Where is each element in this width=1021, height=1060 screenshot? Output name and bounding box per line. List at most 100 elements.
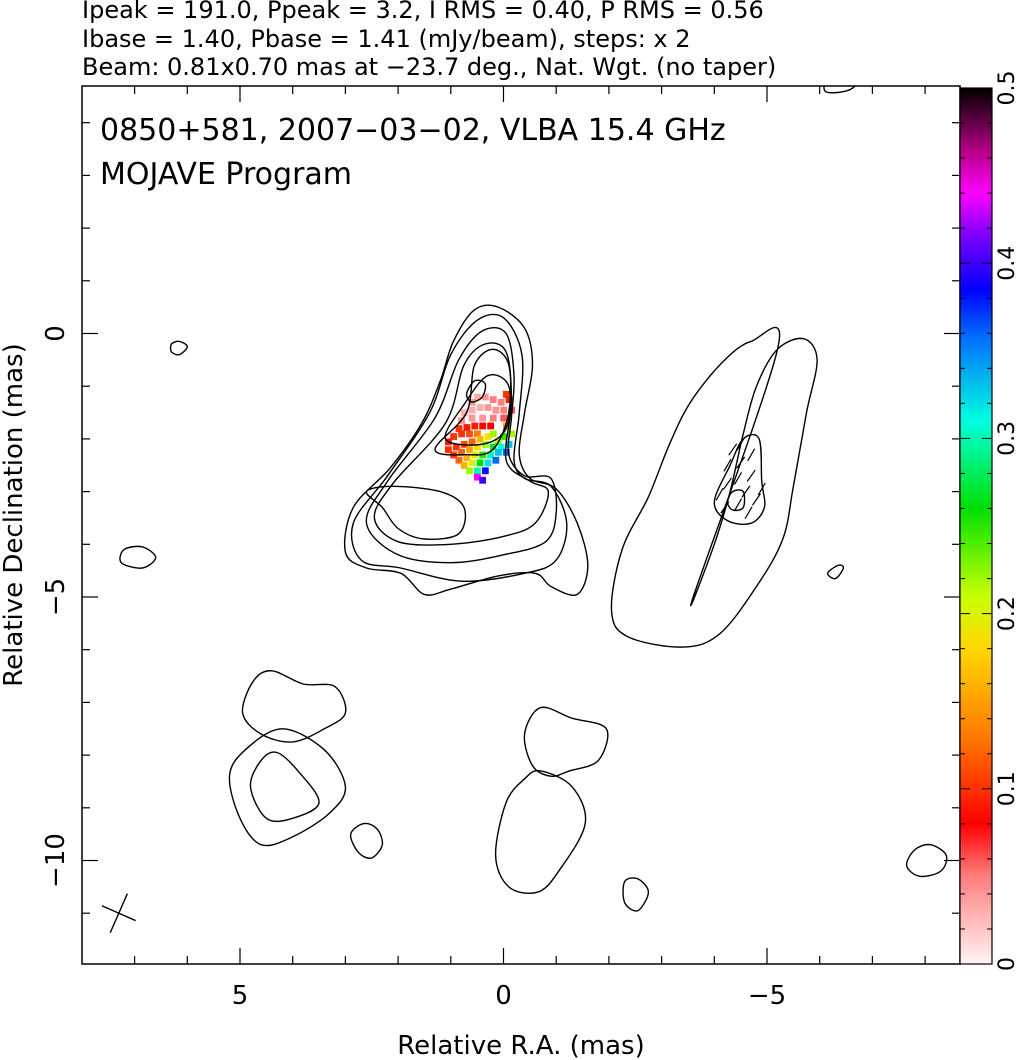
pol-vector xyxy=(720,501,730,514)
pol-vector xyxy=(733,498,743,512)
contour-core-7 xyxy=(465,379,487,403)
pol-pixel xyxy=(481,393,489,401)
pol-vector xyxy=(736,437,745,451)
x-axis-label: Relative R.A. (mas) xyxy=(397,1031,644,1060)
beam-minor-axis xyxy=(101,905,136,922)
pol-pixel xyxy=(458,448,466,456)
colorbar-tick-label: 0 xyxy=(995,957,1020,971)
pol-pixel xyxy=(479,414,487,422)
pol-pixel xyxy=(495,448,502,456)
pol-pixel xyxy=(481,441,489,448)
pol-vector xyxy=(728,443,738,456)
plot-frame xyxy=(81,85,961,965)
pol-pixel xyxy=(468,438,476,446)
pol-pixel xyxy=(502,390,510,398)
contour-s-3 xyxy=(622,877,650,912)
y-tick-label: −5 xyxy=(41,578,71,616)
pol-vector xyxy=(723,458,732,472)
x-tick-label: 5 xyxy=(232,981,249,1011)
pol-pixel xyxy=(476,435,484,443)
contour-blob-3 xyxy=(826,564,845,580)
pol-pixel xyxy=(487,451,494,459)
x-tick-label: 0 xyxy=(495,981,512,1011)
pol-pixel xyxy=(489,396,497,404)
pol-vector xyxy=(746,469,756,482)
contour-sw-2 xyxy=(228,728,347,847)
colorbar-tick-label: 0.2 xyxy=(995,596,1020,631)
pol-pixel xyxy=(455,425,463,433)
header-line-3: Beam: 0.81x0.70 mas at −23.7 deg., Nat. … xyxy=(82,53,776,81)
pol-pixel xyxy=(500,414,508,422)
chart-title: 0850+581, 2007−03−02, VLBA 15.4 GHz xyxy=(100,113,726,148)
axis-ticks: 5 0 −5 0 −5 −10 xyxy=(41,86,960,1011)
pol-pixel xyxy=(463,454,471,462)
contour-core-3 xyxy=(365,327,558,564)
pol-pixel xyxy=(468,406,476,414)
pol-pixel xyxy=(460,409,468,417)
pol-pixel xyxy=(479,476,487,484)
pol-pixel xyxy=(455,456,463,464)
contour-jet-1 xyxy=(610,326,818,648)
contour-layer xyxy=(119,86,948,912)
contour-jet-2 xyxy=(713,433,766,525)
contour-sw-1 xyxy=(241,670,347,743)
pol-pixel xyxy=(481,467,489,475)
pol-pixel xyxy=(497,398,505,406)
pol-pixel xyxy=(466,467,473,475)
plot-area xyxy=(101,86,948,934)
pol-vector xyxy=(741,485,751,498)
colorbar-tick-label: 0.4 xyxy=(995,246,1020,281)
x-tick-label: −5 xyxy=(748,981,786,1011)
contour-blob-1 xyxy=(169,340,189,356)
pol-pixel xyxy=(473,443,481,451)
pol-pixel xyxy=(484,459,492,467)
colorbar-tick-label: 0.3 xyxy=(995,421,1020,456)
y-tick-label: 0 xyxy=(41,325,71,342)
colorbar-tick-label: 0.1 xyxy=(995,771,1020,806)
pol-pixel xyxy=(492,456,500,464)
pol-pixel xyxy=(489,430,497,438)
pol-pixel xyxy=(487,422,494,430)
pol-vector xyxy=(747,448,756,462)
pol-vector xyxy=(715,487,724,501)
pol-pixel xyxy=(500,433,508,440)
colorbar xyxy=(959,87,993,965)
polarization-vectors xyxy=(715,437,766,520)
pol-pixel xyxy=(473,393,481,401)
contour-core-2 xyxy=(350,313,568,582)
contour-sw-3 xyxy=(249,751,320,823)
contour-s-2 xyxy=(494,769,587,894)
pol-pixel xyxy=(508,430,516,438)
y-tick-label: −10 xyxy=(41,833,71,888)
pol-vector xyxy=(744,506,753,520)
pol-pixel xyxy=(476,404,484,411)
pol-pixel xyxy=(471,422,479,430)
y-axis-label: Relative Declination (mas) xyxy=(0,343,29,686)
pol-pixel xyxy=(468,459,476,467)
contour-s-1 xyxy=(523,706,609,778)
contour-blob-4 xyxy=(905,843,948,878)
pol-pixel xyxy=(452,443,460,451)
header-line-1: Ipeak = 191.0, Ppeak = 3.2, I RMS = 0.40… xyxy=(82,0,764,24)
pol-pixel xyxy=(473,467,481,475)
pol-pixel xyxy=(484,404,492,411)
pol-pixel xyxy=(445,446,452,454)
contour-core-6 xyxy=(444,374,512,446)
polarization-layer xyxy=(445,390,516,484)
pol-pixel xyxy=(502,448,510,456)
pol-pixel xyxy=(466,446,473,454)
pol-pixel xyxy=(463,424,471,431)
pol-vector xyxy=(757,482,766,496)
contour-blob-2 xyxy=(119,545,157,569)
pol-pixel xyxy=(484,433,492,440)
pol-vector xyxy=(722,477,732,490)
pol-pixel xyxy=(468,414,476,422)
pol-pixel xyxy=(473,430,481,438)
contour-core-4 xyxy=(373,342,550,546)
beam-marker xyxy=(101,893,136,934)
contour-blob-5 xyxy=(823,86,856,94)
header-line-2: Ibase = 1.40, Pbase = 1.41 (mJy/beam), s… xyxy=(82,25,691,53)
pol-vector xyxy=(736,456,746,469)
pol-pixel xyxy=(450,433,458,440)
